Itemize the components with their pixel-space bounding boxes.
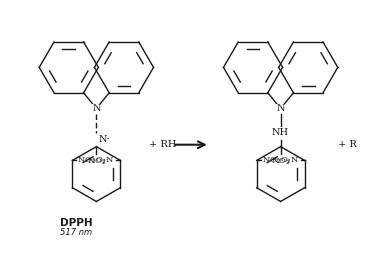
Text: + R: + R [338,140,357,149]
Text: N: N [276,104,285,113]
Text: O$_2$N: O$_2$N [280,155,300,166]
Text: NO$_2$: NO$_2$ [262,155,281,166]
Text: + RH: + RH [149,140,176,149]
Text: NO$_2$: NO$_2$ [271,156,290,167]
Text: N·: N· [98,135,110,144]
Text: NO$_2$: NO$_2$ [77,155,97,166]
Text: DPPH: DPPH [60,218,92,228]
Text: O$_2$N: O$_2$N [95,155,115,166]
Text: N: N [92,104,101,113]
Text: NO$_2$: NO$_2$ [87,156,106,167]
Text: 517 nm: 517 nm [60,228,92,237]
Text: NH: NH [272,128,289,138]
